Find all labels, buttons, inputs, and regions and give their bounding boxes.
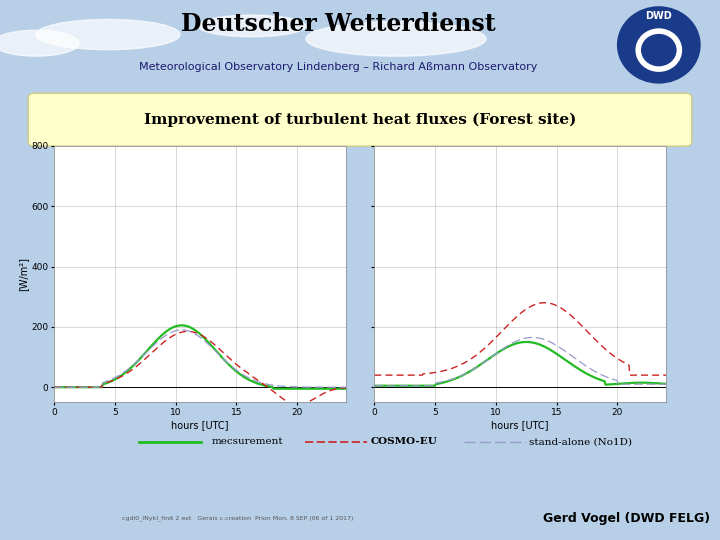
Text: stand-alone (No1D): stand-alone (No1D) bbox=[529, 437, 632, 446]
Y-axis label: [W/m²]: [W/m²] bbox=[19, 257, 28, 291]
Text: Deutscher Wetterdienst: Deutscher Wetterdienst bbox=[181, 12, 495, 36]
Circle shape bbox=[618, 7, 700, 83]
Ellipse shape bbox=[0, 30, 79, 56]
Text: Latent heat flux May 2006: Latent heat flux May 2006 bbox=[432, 156, 606, 169]
X-axis label: hours [UTC]: hours [UTC] bbox=[171, 420, 228, 430]
Text: mecsurement: mecsurement bbox=[212, 437, 283, 446]
X-axis label: hours [UTC]: hours [UTC] bbox=[492, 420, 549, 430]
FancyBboxPatch shape bbox=[28, 93, 692, 146]
Text: DWD: DWD bbox=[645, 11, 672, 21]
Text: cgdl0_INykl_finit 2 ext   Gerais c.creation  Prion Mon, 8 SEP (06 of 1 2017): cgdl0_INykl_finit 2 ext Gerais c.creatio… bbox=[122, 516, 354, 521]
Ellipse shape bbox=[36, 19, 180, 50]
Circle shape bbox=[647, 39, 671, 62]
Ellipse shape bbox=[198, 15, 306, 37]
Text: Sensible heat flux May 2006: Sensible heat flux May 2006 bbox=[87, 156, 274, 169]
Text: Meteorological Observatory Lindenberg – Richard Aßmann Observatory: Meteorological Observatory Lindenberg – … bbox=[139, 63, 538, 72]
Text: Gerd Vogel (DWD FELG): Gerd Vogel (DWD FELG) bbox=[543, 512, 710, 525]
Ellipse shape bbox=[306, 22, 486, 56]
Text: Improvement of turbulent heat fluxes (Forest site): Improvement of turbulent heat fluxes (Fo… bbox=[144, 112, 576, 127]
Text: COSMO-EU: COSMO-EU bbox=[370, 437, 437, 446]
